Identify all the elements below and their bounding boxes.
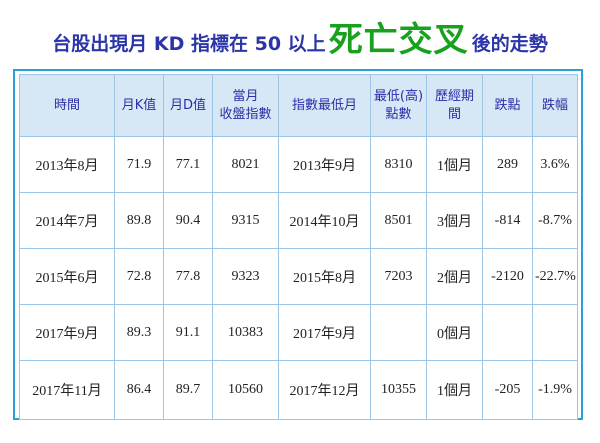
cell-k: 89.8 [114, 192, 164, 249]
cell-low-point: 8501 [370, 192, 427, 249]
cell-low-month: 2017年12月 [278, 360, 371, 420]
cell-low-month: 2017年9月 [278, 304, 371, 361]
cell-d: 90.4 [163, 192, 213, 249]
cell-close: 9323 [212, 248, 279, 305]
cell-low-month: 2015年8月 [278, 248, 371, 305]
cell-duration: 3個月 [426, 192, 483, 249]
cell-drop-points: -205 [482, 360, 533, 420]
cell-duration: 2個月 [426, 248, 483, 305]
header-cell: 最低(高) 點數 [370, 74, 427, 137]
cell-close: 10560 [212, 360, 279, 420]
cell-duration: 0個月 [426, 304, 483, 361]
header-cell: 跌幅 [532, 74, 578, 137]
cell-low-month: 2013年9月 [278, 136, 371, 193]
kd-death-cross-table: 時間 月K值 月D值 當月 收盤指數 指數最低月 最低(高) 點數 歷經期間 跌… [19, 74, 578, 420]
cell-d: 77.8 [163, 248, 213, 305]
table-header-row: 時間 月K值 月D值 當月 收盤指數 指數最低月 最低(高) 點數 歷經期間 跌… [19, 74, 578, 137]
cell-low-month: 2014年10月 [278, 192, 371, 249]
cell-time: 2013年8月 [19, 136, 115, 193]
cell-drop-pct: -22.7% [532, 248, 578, 305]
cell-low-point: 8310 [370, 136, 427, 193]
cell-time: 2017年9月 [19, 304, 115, 361]
cell-drop-pct: -1.9% [532, 360, 578, 420]
cell-duration: 1個月 [426, 136, 483, 193]
cell-k: 86.4 [114, 360, 164, 420]
header-cell: 時間 [19, 74, 115, 137]
page-title: 台股出現月 KD 指標在 50 以上 死亡交叉 後的走勢 [0, 14, 600, 60]
cell-drop-points: 289 [482, 136, 533, 193]
cell-low-point: 7203 [370, 248, 427, 305]
header-cell: 指數最低月 [278, 74, 371, 137]
cell-low-point [370, 304, 427, 361]
cell-drop-pct: -8.7% [532, 192, 578, 249]
cell-low-point: 10355 [370, 360, 427, 420]
cell-duration: 1個月 [426, 360, 483, 420]
cell-k: 72.8 [114, 248, 164, 305]
table-row: 2017年9月 89.3 91.1 10383 2017年9月 0個月 [19, 304, 578, 361]
cell-time: 2014年7月 [19, 192, 115, 249]
cell-drop-pct: 3.6% [532, 136, 578, 193]
cell-time: 2017年11月 [19, 360, 115, 420]
table-row: 2014年7月 89.8 90.4 9315 2014年10月 8501 3個月… [19, 192, 578, 249]
table-frame: 時間 月K值 月D值 當月 收盤指數 指數最低月 最低(高) 點數 歷經期間 跌… [13, 69, 583, 420]
table-row: 2017年11月 86.4 89.7 10560 2017年12月 10355 … [19, 360, 578, 420]
cell-drop-points [482, 304, 533, 361]
cell-close: 10383 [212, 304, 279, 361]
cell-close: 9315 [212, 192, 279, 249]
table-row: 2015年6月 72.8 77.8 9323 2015年8月 7203 2個月 … [19, 248, 578, 305]
header-cell: 當月 收盤指數 [212, 74, 279, 137]
header-cell: 月D值 [163, 74, 213, 137]
cell-d: 89.7 [163, 360, 213, 420]
cell-drop-pct [532, 304, 578, 361]
cell-close: 8021 [212, 136, 279, 193]
cell-time: 2015年6月 [19, 248, 115, 305]
cell-d: 77.1 [163, 136, 213, 193]
header-cell: 月K值 [114, 74, 164, 137]
cell-k: 89.3 [114, 304, 164, 361]
header-cell: 歷經期間 [426, 74, 483, 137]
cell-k: 71.9 [114, 136, 164, 193]
header-cell: 跌點 [482, 74, 533, 137]
table-row: 2013年8月 71.9 77.1 8021 2013年9月 8310 1個月 … [19, 136, 578, 193]
cell-d: 91.1 [163, 304, 213, 361]
title-prefix: 台股出現月 KD 指標在 50 以上 [52, 33, 326, 55]
cell-drop-points: -2120 [482, 248, 533, 305]
cell-drop-points: -814 [482, 192, 533, 249]
title-highlight: 死亡交叉 [328, 20, 469, 60]
title-suffix: 後的走勢 [471, 33, 548, 55]
